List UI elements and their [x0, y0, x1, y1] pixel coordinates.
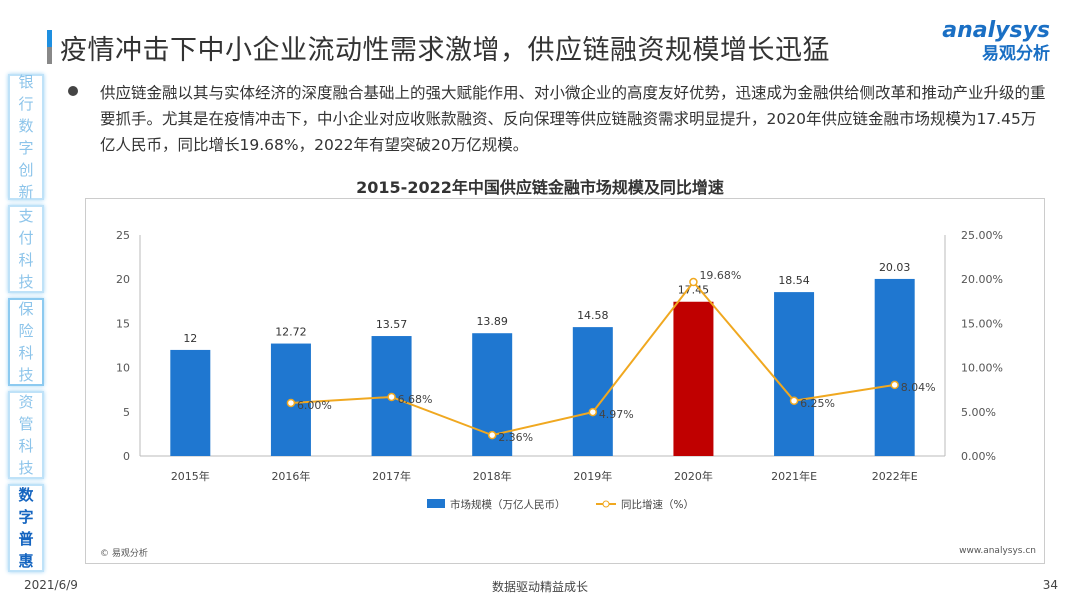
sidebar-item-asset[interactable]: 资管科技 [8, 391, 44, 479]
bar-data-label: 20.03 [879, 261, 911, 274]
bar-2022年E [874, 278, 915, 456]
sidebar-item-label: 支付科技 [18, 207, 34, 291]
y-left-tick-label: 5 [123, 406, 130, 419]
line-point-2022年E [890, 380, 899, 390]
line-point-2017年 [387, 392, 396, 402]
title-accent-bar [47, 30, 52, 64]
x-tick-label: 2017年 [372, 469, 411, 483]
logo-text-cn: 易观分析 [982, 44, 1050, 64]
legend-bar-label: 市场规模（万亿人民币） [450, 498, 566, 511]
line-data-label: 6.00% [297, 399, 332, 412]
bar-data-label: 18.54 [778, 274, 810, 287]
sidebar-item-label: 数字普惠 [18, 486, 34, 570]
y-left-tick-label: 25 [116, 229, 130, 242]
legend-bar-swatch [427, 499, 445, 508]
bar-data-label: 12 [183, 332, 197, 345]
line-data-label: 4.97% [599, 408, 634, 421]
body-paragraph: 供应链金融以其与实体经济的深度融合基础上的强大赋能作用、对小微企业的高度友好优势… [100, 84, 1046, 154]
footer-date: 2021/6/9 [24, 578, 78, 592]
legend-line-marker [602, 500, 610, 508]
y-right-tick-label: 0.00% [961, 450, 996, 463]
chart-frame [85, 198, 1045, 564]
sidebar-item-label: 资管科技 [18, 393, 34, 477]
sidebar-item-label: 银行数字创新 [18, 73, 34, 201]
legend-line-label: 同比增速（%） [621, 498, 694, 511]
line-point-2020年 [689, 277, 698, 287]
y-right-tick-label: 25.00% [961, 229, 1003, 242]
source-url: www.analysys.cn [959, 546, 1036, 556]
bar-2015年 [170, 349, 211, 456]
bullet-icon [68, 86, 78, 96]
x-tick-label: 2022年E [872, 469, 918, 483]
x-tick-label: 2020年 [674, 469, 713, 483]
line-point-2019年 [588, 407, 598, 417]
logo-text-en: analysys [942, 18, 1050, 43]
line-data-label: 6.68% [398, 393, 433, 406]
bar-2020年 [673, 301, 714, 456]
y-left-tick-label: 15 [116, 317, 130, 330]
sidebar-item-inclusive[interactable]: 数字普惠 [8, 484, 44, 572]
sidebar-item-payment[interactable]: 支付科技 [8, 205, 44, 293]
bar-2021年E [774, 292, 815, 456]
x-tick-label: 2018年 [473, 469, 512, 483]
bar-data-label: 13.57 [376, 318, 408, 331]
source-note: © 易观分析 [100, 549, 148, 559]
sidebar-item-insurance[interactable]: 保险科技 [8, 298, 44, 386]
page-number: 34 [1042, 578, 1058, 592]
x-tick-label: 2015年 [171, 469, 210, 483]
y-right-tick-label: 20.00% [961, 273, 1003, 286]
line-point-2018年 [487, 430, 497, 440]
y-left-tick-label: 10 [116, 362, 130, 375]
bar-data-label: 12.72 [275, 326, 307, 339]
y-right-tick-label: 10.00% [961, 362, 1003, 375]
y-right-tick-label: 5.00% [961, 406, 996, 419]
line-data-label: 19.68% [699, 269, 741, 282]
y-right-tick-label: 15.00% [961, 317, 1003, 330]
chart-title: 2015-2022年中国供应链金融市场规模及同比增速 [356, 178, 724, 197]
footer-slogan: 数据驱动精益成长 [491, 580, 588, 594]
y-left-tick-label: 20 [116, 273, 130, 286]
x-tick-label: 2021年E [771, 469, 817, 483]
analysys-logo: analysys 易观分析 [942, 18, 1050, 64]
line-data-label: 6.25% [800, 397, 835, 410]
x-tick-label: 2016年 [271, 469, 310, 483]
line-point-2016年 [286, 398, 296, 408]
line-data-label: 8.04% [901, 381, 936, 394]
x-tick-label: 2019年 [573, 469, 612, 483]
line-point-2021年E [789, 396, 799, 405]
line-data-label: 2.36% [498, 431, 533, 444]
bar-data-label: 14.58 [577, 309, 609, 322]
page-title: 疫情冲击下中小企业流动性需求激增，供应链融资规模增长迅猛 [60, 35, 830, 66]
bar-data-label: 13.89 [476, 315, 508, 328]
sidebar-item-bank[interactable]: 银行数字创新 [8, 73, 44, 201]
bar-2019年 [572, 327, 613, 456]
y-left-tick-label: 0 [123, 450, 130, 463]
sidebar-item-label: 保险科技 [18, 300, 34, 384]
